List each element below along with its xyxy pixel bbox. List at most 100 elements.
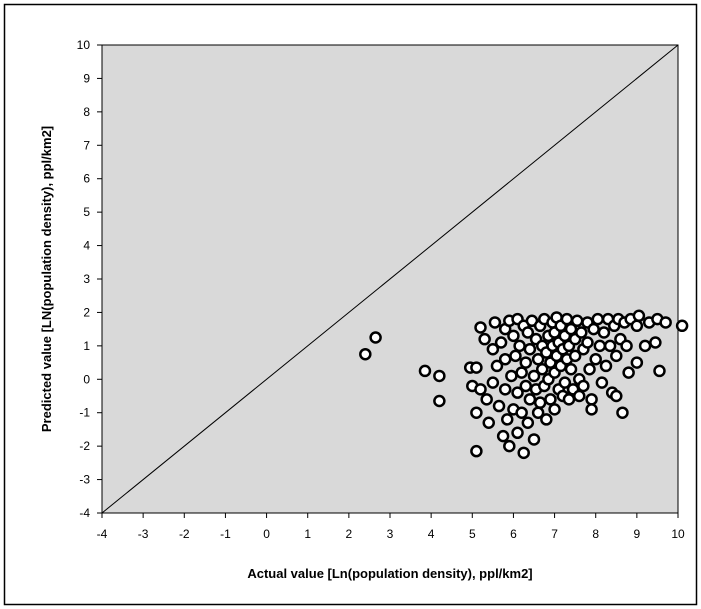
data-point — [585, 393, 598, 406]
data-point — [540, 413, 553, 426]
data-point — [482, 416, 495, 429]
y-axis-label: Predicted value [LN(population density),… — [39, 126, 54, 432]
data-point — [564, 363, 578, 376]
data-point — [535, 363, 549, 376]
data-point — [583, 363, 596, 376]
data-point — [498, 352, 512, 366]
data-point — [519, 356, 533, 369]
data-point — [490, 359, 504, 373]
data-point — [433, 369, 446, 383]
data-point — [622, 366, 635, 379]
x-tick-label: 7 — [551, 527, 558, 541]
data-point — [369, 331, 382, 344]
x-tick-label: 5 — [469, 527, 476, 541]
data-point — [653, 364, 666, 378]
y-tick-label: 6 — [83, 172, 90, 186]
y-tick-label: 9 — [83, 71, 90, 85]
data-point — [599, 359, 613, 373]
data-point — [359, 347, 372, 361]
data-point — [585, 403, 598, 416]
data-point — [544, 393, 557, 406]
data-point — [562, 393, 576, 406]
y-tick-label: 4 — [83, 239, 90, 253]
data-point — [649, 336, 662, 349]
data-point — [573, 389, 586, 403]
data-point — [638, 339, 652, 353]
x-tick-label: -2 — [179, 527, 190, 541]
data-point — [513, 339, 526, 353]
x-tick-label: -1 — [220, 527, 231, 541]
y-tick-label: 1 — [83, 339, 90, 353]
y-tick-label: 0 — [83, 372, 90, 386]
data-point — [593, 339, 607, 353]
data-point — [531, 352, 545, 366]
data-point — [418, 364, 432, 378]
data-point — [511, 386, 524, 399]
data-point — [560, 312, 574, 326]
data-point — [568, 349, 582, 363]
data-point — [632, 309, 646, 323]
data-point — [575, 326, 588, 339]
data-point — [470, 361, 483, 374]
data-point — [488, 316, 502, 329]
y-tick-label: 10 — [77, 38, 91, 52]
data-point — [492, 399, 506, 413]
data-point — [610, 349, 623, 363]
y-tick-label: -1 — [79, 406, 90, 420]
data-point — [577, 379, 590, 393]
data-point — [603, 339, 617, 353]
axis-ticks — [97, 44, 679, 518]
data-point — [494, 336, 508, 349]
data-point — [470, 406, 483, 419]
x-axis-label: Actual value [Ln(population density), pp… — [247, 566, 532, 581]
data-point — [486, 342, 500, 356]
data-point — [597, 326, 611, 339]
data-point — [527, 433, 541, 446]
y-tick-label: -4 — [79, 506, 90, 520]
data-point — [616, 406, 629, 419]
x-tick-label: -4 — [97, 527, 108, 541]
x-tick-label: 10 — [671, 527, 685, 541]
data-point — [433, 394, 446, 408]
data-point — [498, 383, 512, 396]
x-tick-label: 3 — [387, 527, 394, 541]
data-point — [620, 339, 633, 353]
tick-labels: -4 -3 -2 -1 0 1 2 3 4 5 6 7 8 9 10 -4 -3 -2 -1 0 1 2 3 4 5 6 7 8 9 10 — [77, 38, 685, 541]
data-point — [474, 321, 487, 334]
data-point — [503, 439, 516, 453]
data-point — [587, 322, 600, 336]
data-point — [496, 429, 510, 443]
x-tick-label: 0 — [263, 527, 270, 541]
data-point — [521, 416, 535, 429]
data-point — [470, 444, 483, 458]
y-tick-label: -3 — [79, 473, 90, 487]
data-point — [505, 369, 518, 383]
x-tick-label: 1 — [304, 527, 311, 541]
data-point — [589, 352, 602, 366]
data-point — [478, 332, 491, 346]
x-tick-label: -3 — [138, 527, 149, 541]
y-tick-label: 8 — [83, 105, 90, 119]
data-point — [515, 406, 528, 419]
data-point — [533, 396, 547, 409]
reference-line — [101, 44, 679, 514]
data-point — [548, 403, 561, 416]
data-point — [558, 376, 572, 389]
data-point — [480, 393, 493, 406]
data-point — [515, 366, 528, 379]
data-point — [523, 342, 537, 356]
data-point — [519, 379, 533, 393]
x-tick-label: 2 — [346, 527, 353, 541]
x-tick-label: 6 — [510, 527, 517, 541]
data-point — [610, 389, 623, 403]
data-point — [595, 376, 609, 389]
y-tick-label: 2 — [83, 305, 90, 319]
reference-line-group — [101, 44, 679, 514]
data-point — [675, 319, 689, 333]
x-tick-label: 4 — [428, 527, 435, 541]
y-tick-label: 5 — [83, 205, 90, 219]
data-point — [507, 329, 520, 343]
data-point — [517, 446, 530, 460]
data-point — [570, 314, 584, 328]
